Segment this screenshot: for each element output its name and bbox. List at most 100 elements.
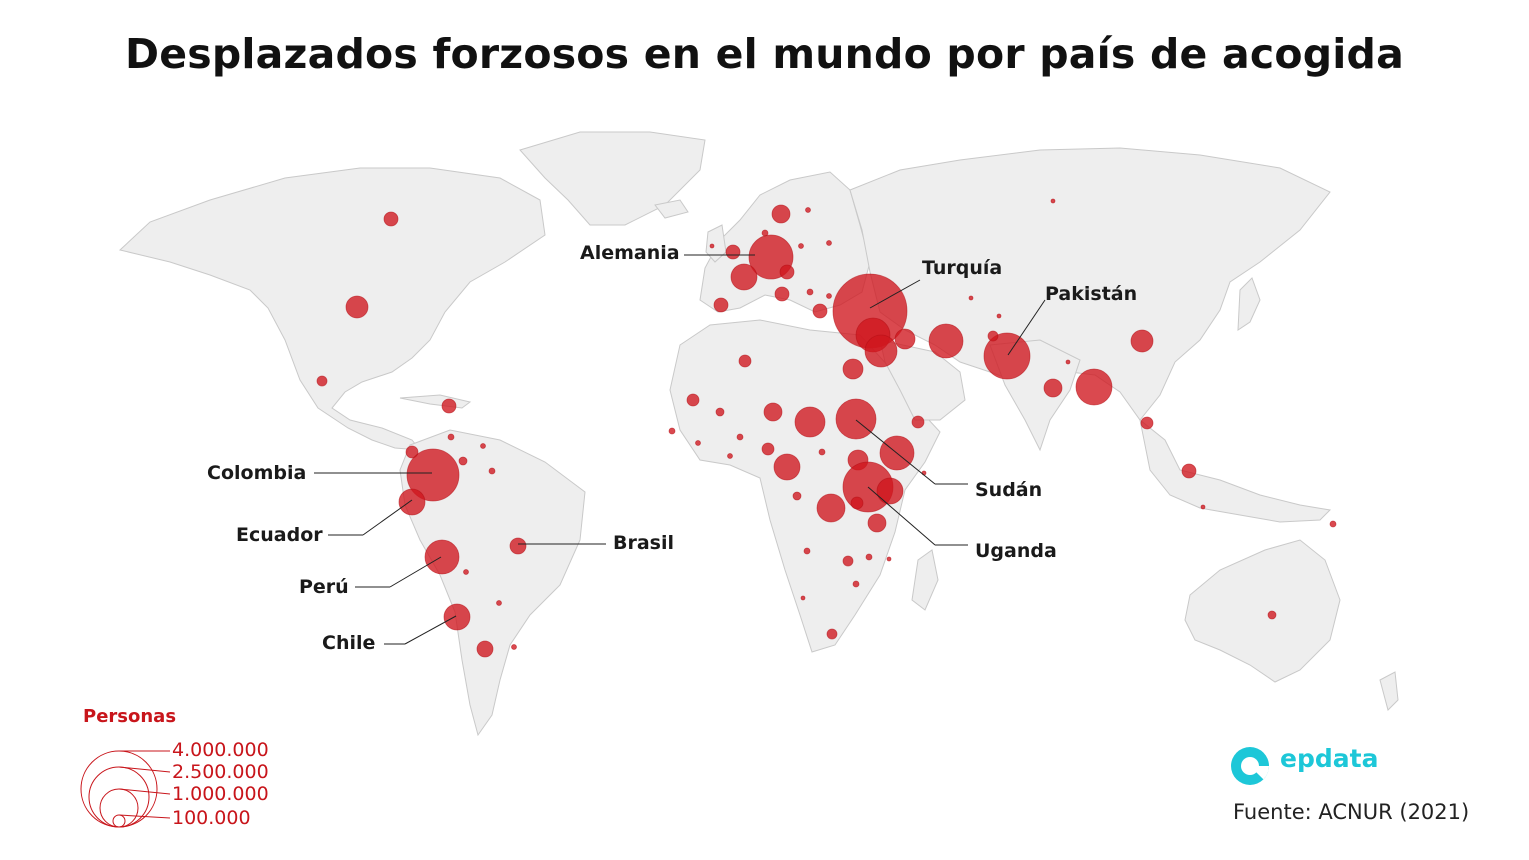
label-sudan: Sudán	[975, 479, 1042, 501]
legend-tick-2-5m	[118, 766, 171, 773]
legend-tick-100k	[118, 814, 171, 819]
bubble-bangladesh	[1075, 368, 1113, 406]
bubble-small-eu-4	[826, 240, 832, 246]
bubble-small-eu-7	[709, 243, 715, 249]
bubble-usa	[345, 295, 369, 319]
bubble-canada	[383, 211, 399, 227]
bubble-small-af-1	[668, 427, 676, 435]
label-ecuador: Ecuador	[236, 524, 323, 546]
iceland-shape	[654, 199, 689, 219]
label-uganda: Uganda	[975, 540, 1057, 562]
new-zealand-shape	[1379, 671, 1399, 711]
bubble-small-af-7	[852, 580, 860, 588]
bubble-india	[1043, 378, 1063, 398]
arabia-shape	[879, 339, 966, 421]
bubble-chad	[794, 406, 826, 438]
bubble-mali	[715, 407, 725, 417]
bubble-small-as-1	[1050, 198, 1056, 204]
bubble-small-5	[511, 644, 517, 650]
bubble-small-3	[463, 569, 469, 575]
bubble-peru	[424, 539, 460, 575]
brand-logo: epdata	[1228, 744, 1378, 773]
bubble-iraq	[894, 328, 916, 350]
bubble-small-eu-2	[761, 229, 769, 237]
leader-lines	[314, 254, 1046, 645]
legend-tick-1m	[118, 788, 171, 795]
bubble-austria	[779, 264, 795, 280]
bubble-uk	[725, 244, 741, 260]
leader-chile-d	[404, 615, 457, 645]
bubble-small-eu-5	[806, 288, 814, 296]
bubble-zambia	[842, 555, 854, 567]
bubbles	[316, 198, 1337, 658]
label-turquia: Turquía	[922, 257, 1002, 279]
bubble-nigeria	[761, 442, 775, 456]
country-labels: Alemania Turquía Pakistán Sudán Uganda C…	[207, 242, 1137, 654]
bubble-colombia	[406, 448, 460, 502]
bubble-algeria	[738, 354, 752, 368]
bubble-small-as-4	[1065, 359, 1071, 365]
label-pakistan: Pakistán	[1045, 283, 1137, 305]
legend-value-100k: 100.000	[172, 807, 251, 829]
bubble-brasil	[509, 537, 527, 555]
bubble-small-af-9	[800, 595, 806, 601]
uk-shape	[705, 224, 727, 263]
leader-pakistan	[1007, 299, 1046, 356]
bubble-yemen	[911, 415, 925, 429]
label-chile: Chile	[322, 632, 375, 654]
bubble-costa-rica	[405, 445, 419, 459]
japan-shape	[1237, 277, 1261, 331]
bubble-small-af-5	[803, 547, 811, 555]
bubble-south-africa	[826, 628, 838, 640]
logo-icon-spacer	[1228, 758, 1272, 759]
legend-value-4m: 4.000.000	[172, 739, 269, 761]
bubble-argentina	[476, 640, 494, 658]
bubble-greece	[812, 303, 828, 319]
bubble-small-2	[480, 443, 486, 449]
bubble-ecuador	[398, 488, 426, 516]
bubble-small-1	[447, 433, 455, 441]
bubble-small-as-3	[996, 313, 1002, 319]
bubble-small-eu-3	[798, 243, 804, 249]
bubble-rwanda	[850, 496, 864, 510]
caribbean-shape	[399, 394, 472, 409]
bubble-spain	[713, 297, 729, 313]
leader-peru-d	[389, 556, 442, 588]
bubble-small-as-6	[1329, 520, 1337, 528]
legend-value-2-5m: 2.500.000	[172, 761, 269, 783]
label-brasil: Brasil	[613, 532, 674, 554]
bubble-small-af-3	[727, 453, 733, 459]
bubble-australia	[1267, 610, 1277, 620]
bubble-iran	[928, 323, 964, 359]
bubble-mexico	[316, 375, 328, 387]
bubble-small-eu-6	[826, 293, 832, 299]
australia-shape	[1184, 539, 1341, 683]
north-america-shape	[118, 167, 546, 451]
label-colombia: Colombia	[207, 462, 306, 484]
bubble-trinidad	[488, 467, 496, 475]
legend-circle-2-5m	[88, 766, 150, 828]
label-alemania: Alemania	[580, 242, 680, 264]
legend-circles	[80, 750, 171, 828]
bubble-small-as-5	[1200, 504, 1206, 510]
legend-circle-1m	[99, 788, 139, 828]
bubble-malaysia	[1181, 463, 1197, 479]
bubble-small-af-8	[886, 556, 892, 562]
leader-ecuador-d	[362, 499, 413, 536]
leader-sudan	[855, 419, 936, 485]
leader-turquia	[869, 279, 921, 309]
se-asia-shape	[1139, 418, 1332, 523]
bubble-dr-congo	[816, 493, 846, 523]
leader-uganda	[867, 486, 936, 546]
bubble-france	[730, 263, 758, 291]
bubble-chile	[443, 603, 471, 631]
bubble-sudan	[835, 398, 877, 440]
bubble-sweden	[771, 204, 791, 224]
bubble-small-as-2	[968, 295, 974, 301]
bubble-small-af-6	[865, 553, 873, 561]
bubble-niger	[763, 402, 783, 422]
map-title: Desplazados forzosos en el mundo por paí…	[125, 30, 1404, 78]
bubble-afghanistan	[987, 330, 999, 342]
landmasses	[118, 131, 1399, 737]
bubble-egypt	[842, 358, 864, 380]
